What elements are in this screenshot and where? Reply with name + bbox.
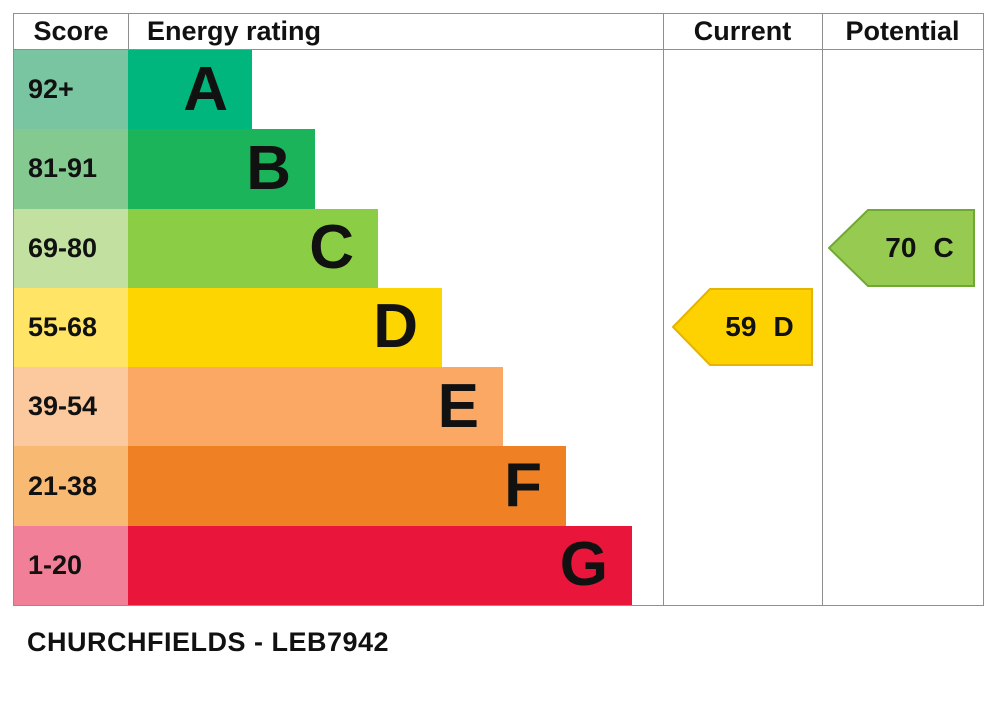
band-bar-f: F bbox=[128, 446, 566, 526]
rating-bands: 92+ A 81-91 B 69-80 C 55-68 D 39-54 E 21… bbox=[14, 50, 983, 605]
current-band-letter: D bbox=[773, 311, 794, 342]
band-letter-e: E bbox=[437, 371, 479, 441]
score-range-b: 81-91 bbox=[14, 129, 128, 209]
current-rating-label: 59 D bbox=[710, 288, 809, 366]
epc-table: Score Energy rating Current Potential 92… bbox=[13, 13, 984, 606]
band-bar-e: E bbox=[128, 367, 503, 447]
current-rating-arrow: 59 D bbox=[672, 288, 813, 366]
band-bar-b: B bbox=[128, 129, 315, 209]
score-range-g: 1-20 bbox=[14, 525, 128, 605]
band-letter-f: F bbox=[504, 451, 542, 521]
property-reference-label: CHURCHFIELDS - LEB7942 bbox=[27, 627, 390, 657]
band-row-e: 39-54 E bbox=[14, 367, 983, 447]
header-energy-rating: Energy rating bbox=[147, 16, 322, 46]
band-row-g: 1-20 G bbox=[14, 525, 983, 605]
score-range-d: 55-68 bbox=[14, 287, 128, 368]
potential-column-divider bbox=[822, 14, 823, 605]
band-bar-c: C bbox=[128, 208, 378, 288]
band-bar-g: G bbox=[128, 525, 632, 605]
band-letter-a: A bbox=[183, 54, 228, 124]
band-letter-c: C bbox=[309, 213, 354, 283]
current-score-value: 59 bbox=[725, 311, 757, 342]
band-row-f: 21-38 F bbox=[14, 446, 983, 526]
score-column-divider bbox=[128, 14, 129, 49]
potential-rating-label: 70 C bbox=[868, 209, 971, 287]
potential-band-letter: C bbox=[933, 232, 954, 263]
header-current: Current bbox=[693, 16, 792, 46]
band-row-c: 69-80 C bbox=[14, 208, 983, 288]
score-range-e: 39-54 bbox=[14, 367, 128, 447]
header-score: Score bbox=[33, 16, 109, 46]
band-row-a: 92+ A bbox=[14, 50, 983, 130]
table-header: Score Energy rating Current Potential bbox=[14, 14, 983, 50]
header-potential: Potential bbox=[845, 16, 960, 46]
current-column-divider bbox=[663, 14, 664, 605]
band-letter-d: D bbox=[373, 292, 418, 362]
current-arrow-icon bbox=[672, 288, 813, 366]
score-range-f: 21-38 bbox=[14, 446, 128, 526]
band-letter-g: G bbox=[559, 530, 608, 600]
potential-rating-arrow: 70 C bbox=[828, 209, 975, 287]
potential-arrow-icon bbox=[828, 209, 975, 287]
score-range-c: 69-80 bbox=[14, 208, 128, 288]
potential-score-value: 70 bbox=[885, 232, 917, 263]
band-bar-a: A bbox=[128, 50, 252, 130]
band-row-b: 81-91 B bbox=[14, 129, 983, 209]
band-letter-b: B bbox=[246, 133, 291, 203]
band-row-d: 55-68 D bbox=[14, 287, 983, 368]
score-range-a: 92+ bbox=[14, 50, 128, 130]
band-bar-d: D bbox=[128, 287, 442, 368]
